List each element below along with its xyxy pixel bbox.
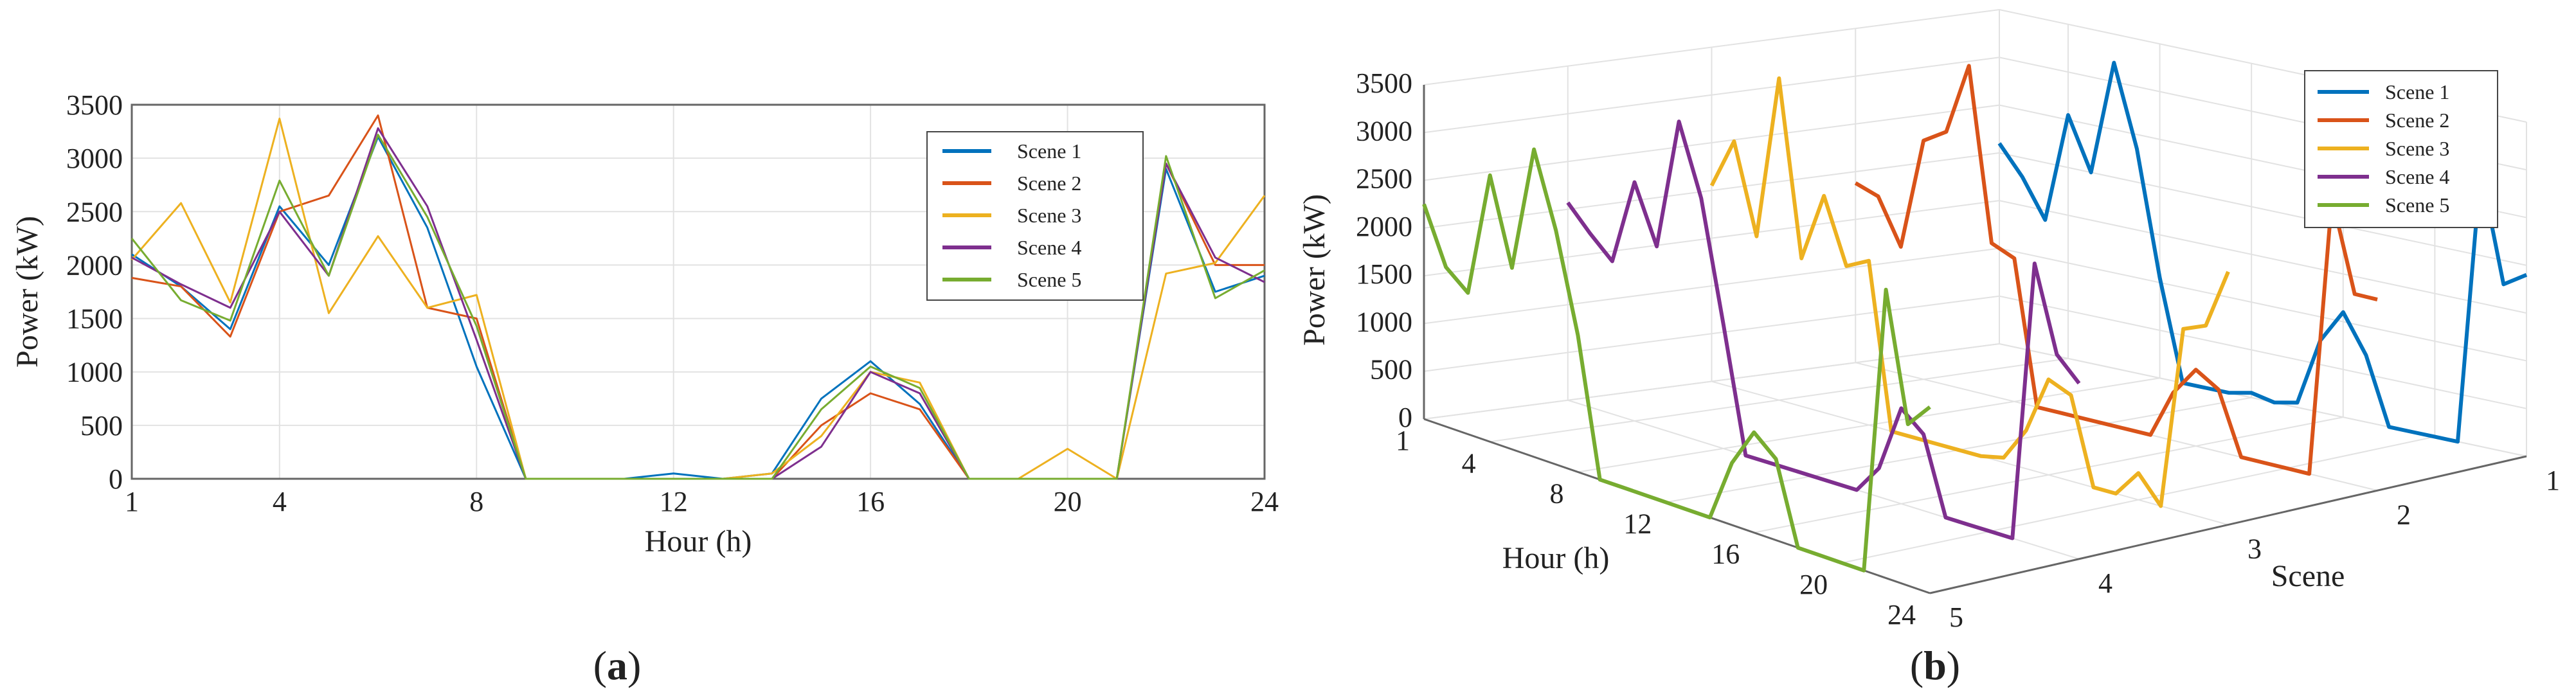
chart-b-legend-label: Scene 2 bbox=[2385, 109, 2449, 132]
chart-a-ytick-label: 1000 bbox=[66, 357, 123, 388]
chart-a-ytick-label: 3000 bbox=[66, 143, 123, 174]
chart-b-ytick-label: 500 bbox=[1370, 354, 1412, 386]
chart-b-scenegrid bbox=[1567, 66, 2080, 560]
chart-b-zlabel: Scene bbox=[2271, 559, 2345, 593]
chart-a-legend-label: Scene 5 bbox=[1017, 268, 1081, 291]
chart-b-series-3-line bbox=[1709, 76, 2230, 508]
chart-b-legend-label: Scene 1 bbox=[2385, 80, 2449, 103]
chart-a-xtick-label: 12 bbox=[660, 486, 688, 517]
chart-b-scene-tick-label: 1 bbox=[2546, 465, 2560, 496]
chart-b-scene-axis bbox=[1929, 455, 2527, 594]
chart-a-ytick-label: 2000 bbox=[66, 249, 123, 281]
chart-a-ytick-label: 2500 bbox=[66, 196, 123, 228]
chart-a-xtick-label: 4 bbox=[273, 486, 287, 517]
chart-b-legend-label: Scene 5 bbox=[2385, 193, 2449, 217]
chart-a-xlabel: Hour (h) bbox=[645, 524, 752, 558]
chart-a-ylabel: Power (kW) bbox=[10, 216, 44, 368]
chart-b-scenegrid bbox=[1711, 47, 2229, 526]
chart-b-ticks: 0500100015002000250030003500148121620241… bbox=[1356, 67, 2560, 633]
chart-b-series-4-line bbox=[1566, 120, 2081, 540]
chart-b-series-2-line bbox=[1854, 64, 2378, 476]
chart-b-series-5-line bbox=[1422, 147, 1931, 573]
chart-b-xtick-label: 20 bbox=[1799, 569, 1828, 600]
chart-b: 0500100015002000250030003500148121620241… bbox=[1297, 8, 2560, 688]
chart-b-xtick-label: 12 bbox=[1623, 508, 1652, 540]
chart-a-legend-label: Scene 2 bbox=[1017, 172, 1081, 195]
chart-b-ytick-label: 1000 bbox=[1356, 306, 1412, 337]
chart-a-panel-label: (a) bbox=[593, 643, 642, 688]
chart-b-ytick-label: 3000 bbox=[1356, 115, 1412, 147]
chart-b-series-1-line bbox=[1997, 60, 2528, 444]
chart-b-scenegrid bbox=[1423, 85, 1931, 594]
chart-b-scene-tick-label: 2 bbox=[2397, 499, 2411, 530]
chart-b-ytick-label: 2500 bbox=[1356, 163, 1412, 195]
chart-b-ytick-label: 2000 bbox=[1356, 211, 1412, 242]
chart-b-xtick-label: 24 bbox=[1887, 599, 1916, 630]
chart-a-legend-label: Scene 1 bbox=[1017, 139, 1081, 163]
chart-a-legend-label: Scene 3 bbox=[1017, 204, 1081, 227]
chart-b-panel-label: (b) bbox=[1910, 643, 1960, 688]
chart-b-ylabel: Power (kW) bbox=[1297, 194, 1331, 346]
chart-b-legend-label: Scene 4 bbox=[2385, 165, 2449, 188]
chart-a-xtick-label: 16 bbox=[856, 486, 885, 517]
chart-b-scenegrid bbox=[1855, 28, 2378, 492]
chart-a: 1 4 8 12 16 20 240500100015002000250030003500 … bbox=[10, 89, 1279, 688]
chart-a-ytick-label: 3500 bbox=[66, 89, 123, 121]
chart-b-xtick-label: 16 bbox=[1711, 539, 1740, 570]
chart-b-legend: Scene 1 Scene 2 Scene 3 Scene 4 Scene 5 bbox=[2304, 70, 2498, 228]
chart-b-xtick-label: 1 bbox=[1396, 425, 1410, 456]
chart-a-ticks: 1 4 8 12 16 20 24 0 500 1000 1500 2000 2500 3000 3500 bbox=[66, 89, 1279, 517]
chart-a-xtick-label: 24 bbox=[1250, 486, 1279, 517]
chart-b-series-group bbox=[1422, 60, 2528, 573]
chart-a-xtick-label: 1 bbox=[125, 486, 139, 517]
chart-b-scene-tick-label: 5 bbox=[1949, 602, 1963, 633]
chart-b-xgrid bbox=[1754, 83, 2344, 533]
chart-b-xtick-label: 8 bbox=[1550, 477, 1564, 509]
chart-a-xtick-label: 20 bbox=[1054, 486, 1082, 517]
chart-b-scene-tick-label: 4 bbox=[2098, 567, 2112, 599]
chart-b-ytick-label: 3500 bbox=[1356, 67, 1412, 99]
chart-a-legend: Scene 1 Scene 2 Scene 3 Scene 4 Scene 5 bbox=[926, 131, 1144, 301]
chart-b-scene-tick-label: 3 bbox=[2247, 533, 2262, 565]
chart-b-ytick-label: 0 bbox=[1398, 402, 1412, 433]
chart-b-ytick-label: 1500 bbox=[1356, 258, 1412, 290]
chart-a-xtick-label: 8 bbox=[469, 486, 483, 517]
chart-a-ytick-label: 500 bbox=[80, 410, 123, 442]
chart-b-scenegrid bbox=[1999, 10, 2527, 457]
chart-b-xtick-label: 4 bbox=[1462, 447, 1476, 479]
chart-a-series-5-line bbox=[131, 134, 1265, 480]
chart-a-legend-label: Scene 4 bbox=[1017, 236, 1081, 259]
chart-a-series-group bbox=[131, 114, 1266, 480]
chart-a-ytick-label: 0 bbox=[109, 463, 123, 495]
chart-b-xlabel: Hour (h) bbox=[1502, 541, 1610, 575]
chart-b-legend-label: Scene 3 bbox=[2385, 137, 2449, 160]
chart-a-ytick-label: 1500 bbox=[66, 303, 123, 335]
